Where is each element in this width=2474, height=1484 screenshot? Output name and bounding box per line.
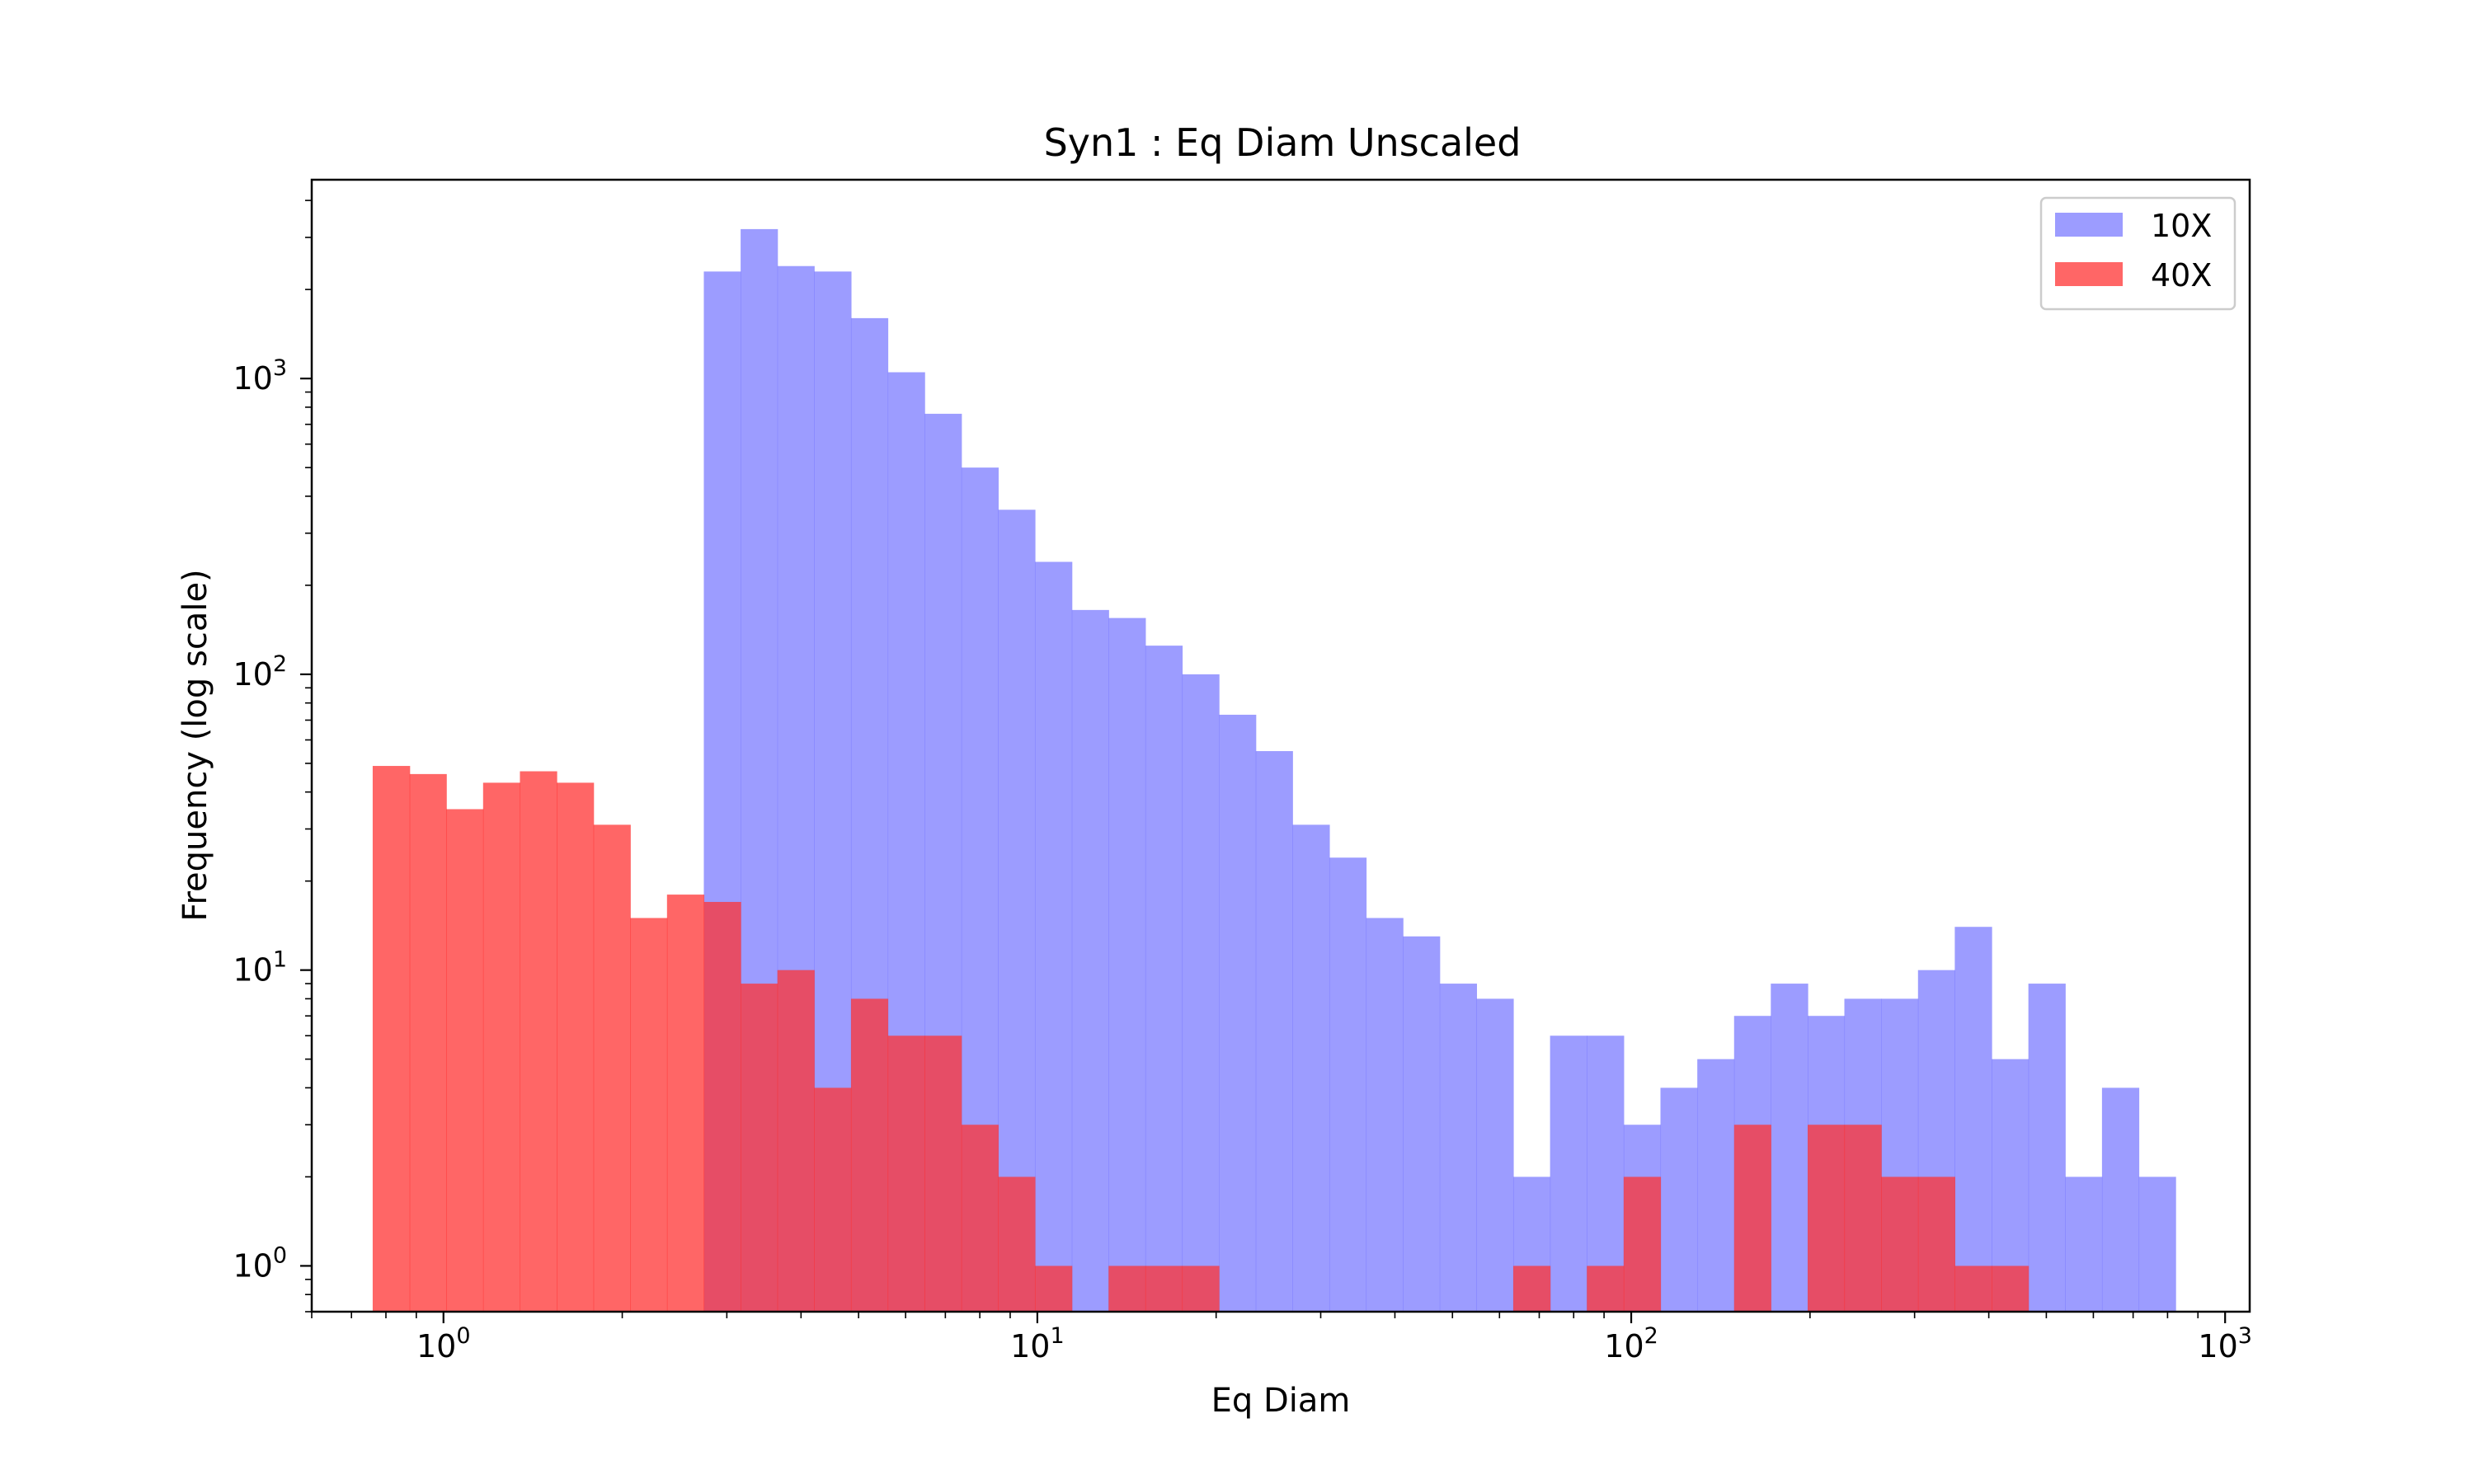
bar-10x-29 [1439, 984, 1477, 1312]
x-tick-label: 102 [1604, 1323, 1658, 1364]
x-tick-label: 103 [2198, 1323, 2252, 1364]
x-tick-label: 100 [416, 1323, 471, 1364]
bar-40x-8 [666, 895, 705, 1312]
bar-10x-27 [1366, 918, 1404, 1312]
bar-40x-39 [1808, 1125, 1846, 1312]
bar-40x-12 [814, 1087, 852, 1312]
bar-10x-38 [1771, 984, 1808, 1312]
legend-label-10x: 10X [2151, 208, 2212, 244]
y-axis-label: Frequency (log scale) [176, 569, 214, 921]
bar-10x-35 [1660, 1087, 1698, 1312]
bar-40x-31 [1512, 1266, 1551, 1312]
bar-40x-37 [1733, 1125, 1771, 1312]
bar-10x-20 [1108, 618, 1146, 1312]
bar-10x-32 [1550, 1036, 1587, 1312]
bar-40x-43 [1954, 1266, 1992, 1312]
bar-40x-4 [520, 771, 557, 1312]
bar-10x-19 [1071, 609, 1109, 1312]
bar-10x-45 [2028, 984, 2066, 1312]
chart-title: Syn1 : Eq Diam Unscaled [1044, 120, 1522, 165]
bar-10x-36 [1697, 1059, 1735, 1312]
bar-10x-25 [1292, 824, 1330, 1312]
bar-40x-5 [557, 782, 595, 1312]
bar-10x-23 [1219, 714, 1257, 1312]
y-tick-label: 100 [233, 1242, 287, 1284]
series-40x [372, 766, 2030, 1312]
bar-10x-26 [1329, 857, 1367, 1312]
bar-10x-46 [2065, 1176, 2103, 1312]
bar-40x-41 [1881, 1176, 1919, 1312]
bar-10x-18 [1034, 561, 1073, 1312]
bar-10x-43 [1954, 927, 1992, 1312]
bar-10x-48 [2138, 1176, 2176, 1312]
legend-label-40x: 40X [2151, 257, 2212, 294]
x-tick-label: 101 [1010, 1323, 1065, 1364]
bar-40x-40 [1844, 1125, 1882, 1312]
bar-40x-1 [409, 773, 447, 1312]
bar-40x-6 [593, 824, 631, 1312]
bar-40x-10 [741, 984, 778, 1312]
legend-swatch-10x [2055, 213, 2123, 237]
bar-10x-30 [1476, 998, 1514, 1312]
y-tick-label: 101 [233, 947, 287, 989]
bar-10x-28 [1403, 936, 1441, 1312]
bar-40x-14 [887, 1036, 925, 1312]
bar-40x-11 [777, 970, 815, 1312]
bar-40x-22 [1182, 1266, 1220, 1312]
bar-40x-0 [372, 766, 411, 1312]
bar-40x-33 [1587, 1266, 1625, 1312]
bar-40x-17 [998, 1176, 1036, 1312]
bar-40x-18 [1034, 1266, 1073, 1312]
x-axis-label: Eq Diam [1211, 1382, 1351, 1420]
x-axis-ticks: 100 101 102 103 [311, 1312, 2252, 1364]
bar-10x-21 [1145, 646, 1183, 1312]
bar-40x-9 [703, 901, 741, 1312]
bar-40x-16 [961, 1125, 999, 1312]
bar-10x-33 [1587, 1036, 1625, 1312]
bar-40x-13 [850, 998, 889, 1312]
bars-layer [372, 228, 2176, 1313]
bar-40x-2 [446, 809, 484, 1312]
bar-40x-3 [482, 782, 521, 1312]
bar-10x-24 [1255, 751, 1293, 1312]
bar-40x-15 [924, 1036, 962, 1312]
bar-40x-34 [1623, 1176, 1662, 1312]
bar-10x-22 [1182, 674, 1220, 1312]
legend-swatch-40x [2055, 262, 2123, 286]
y-tick-label: 103 [233, 355, 287, 397]
y-tick-label: 102 [233, 651, 287, 693]
bar-10x-47 [2101, 1087, 2140, 1312]
legend: 10X 40X [2039, 196, 2236, 311]
bar-40x-20 [1108, 1266, 1146, 1312]
bar-40x-42 [1917, 1176, 1955, 1312]
plot-frame [310, 178, 2251, 1313]
bar-40x-21 [1145, 1266, 1183, 1312]
y-axis-ticks: 100 101 102 103 [233, 200, 312, 1313]
bar-40x-44 [1992, 1266, 2030, 1312]
bar-40x-7 [630, 918, 668, 1312]
